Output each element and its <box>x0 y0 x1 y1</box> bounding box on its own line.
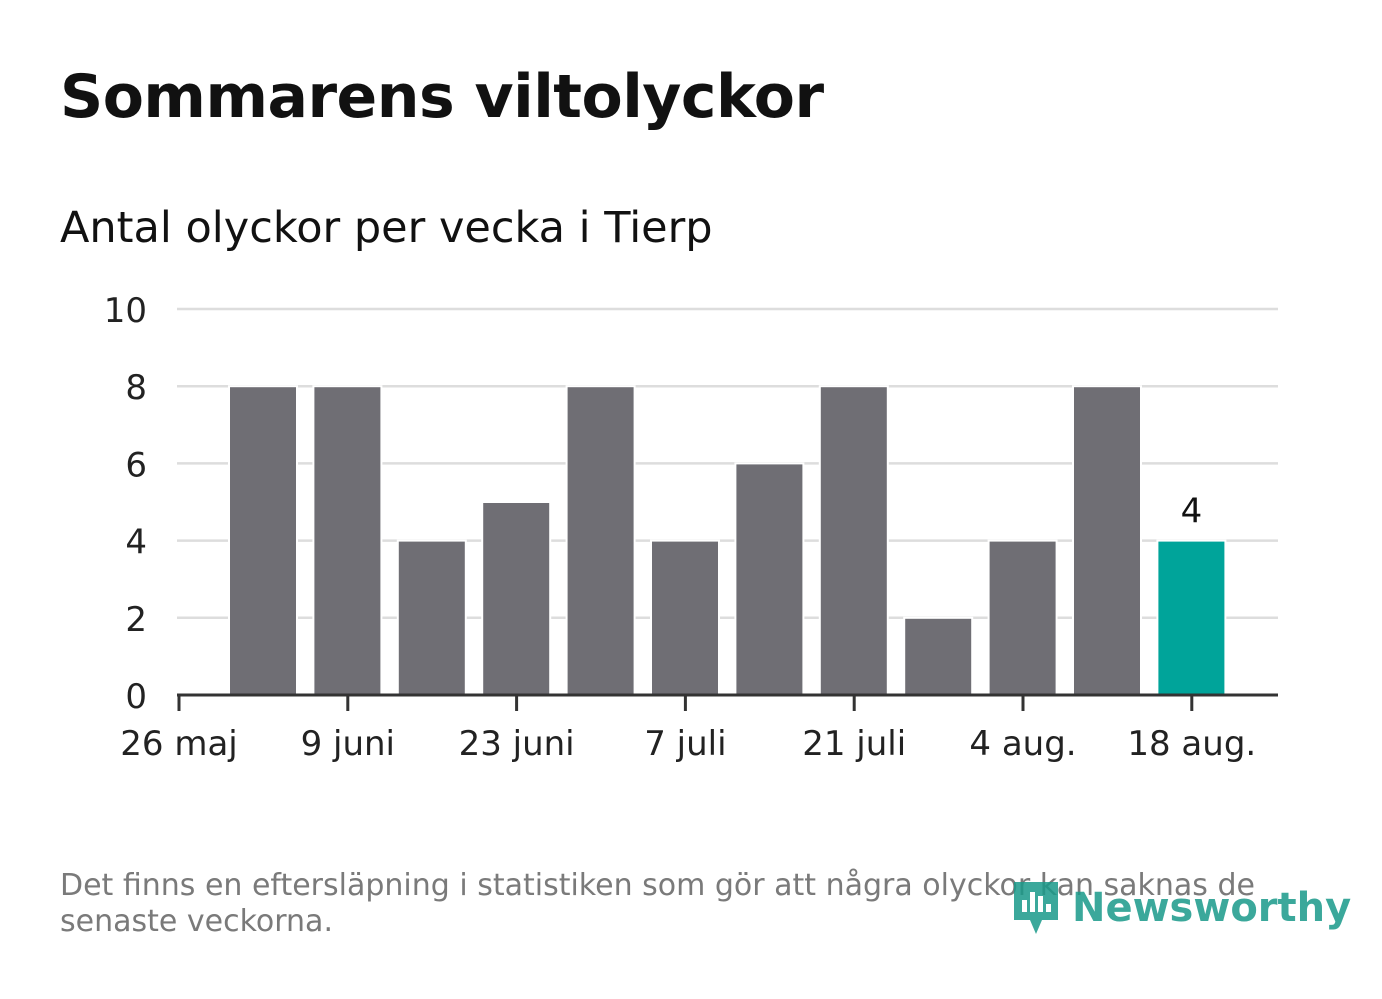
y-tick-label: 10 <box>104 291 147 331</box>
bar <box>987 539 1058 696</box>
data-labels: 4 <box>1181 492 1203 532</box>
x-tick-label: 26 maj <box>120 724 237 764</box>
x-tick-label: 9 juni <box>301 724 395 764</box>
bar <box>396 539 467 696</box>
y-tick-label: 4 <box>125 523 147 563</box>
bar <box>228 385 298 696</box>
x-axis-labels: 26 maj 9 juni 23 juni 7 juli 21 juli 4 aug. 18… <box>120 724 1256 764</box>
newsworthy-logo-text: Newsworthy <box>1072 885 1352 931</box>
y-tick-label: 0 <box>125 677 147 717</box>
bar <box>818 385 889 696</box>
bar <box>565 385 636 696</box>
chart-subtitle: Antal olyckor per vecka i Tierp <box>60 203 713 253</box>
x-tick-label: 23 juni <box>459 724 575 764</box>
y-tick-label: 6 <box>125 445 147 485</box>
bar <box>650 539 720 696</box>
y-tick-label: 2 <box>125 600 147 640</box>
x-tick-label: 4 aug. <box>969 724 1076 764</box>
y-axis-labels: 0 2 4 6 8 10 <box>104 291 147 717</box>
newsworthy-logo-icon <box>1014 882 1058 934</box>
bars <box>228 385 1227 696</box>
data-label-highlight: 4 <box>1181 492 1203 532</box>
bar <box>734 462 805 696</box>
bar <box>312 385 383 696</box>
newsworthy-logo: Newsworthy <box>1010 878 1351 938</box>
x-tick-label: 21 juli <box>802 724 906 764</box>
x-tick-label: 18 aug. <box>1127 724 1256 764</box>
y-tick-label: 8 <box>125 368 147 408</box>
chart-title: Sommarens viltolyckor <box>60 62 824 132</box>
x-axis <box>177 693 1278 711</box>
bar-highlight <box>1156 539 1227 696</box>
bar <box>903 616 974 696</box>
x-tick-label: 7 juli <box>644 724 726 764</box>
bar <box>481 501 552 696</box>
bar <box>1072 385 1142 696</box>
